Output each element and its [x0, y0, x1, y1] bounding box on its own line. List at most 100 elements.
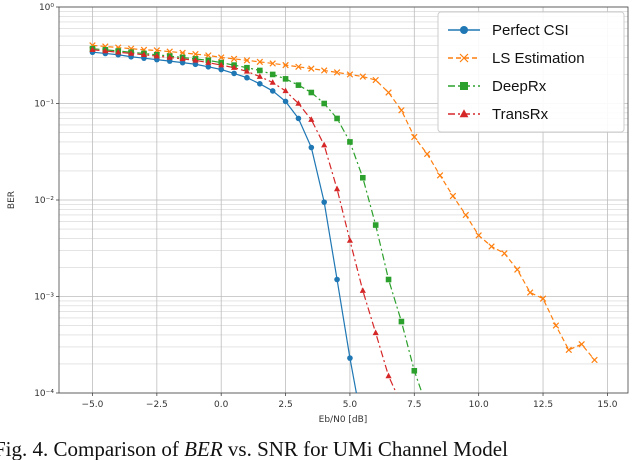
caption-part-c: vs. SNR for UMi Channel Model — [223, 437, 508, 460]
data-point-deeprx — [334, 115, 340, 122]
data-point-transrx — [372, 329, 379, 336]
data-point-ls-estimation — [539, 295, 547, 302]
data-point-ls-estimation — [591, 356, 598, 364]
data-point-transrx — [282, 87, 289, 94]
legend-marker-ls-estimation — [459, 53, 469, 63]
data-point-ls-estimation — [385, 89, 392, 96]
data-point-transrx — [308, 116, 315, 122]
data-point-ls-estimation — [423, 150, 431, 158]
data-point-ls-estimation — [295, 63, 302, 71]
data-point-transrx — [128, 50, 135, 56]
series-transrx — [89, 46, 397, 394]
data-point-ls-estimation — [333, 69, 341, 76]
x-axis-label: Eb/N0 [dB] — [319, 415, 368, 425]
legend-label-transrx: TransRx — [492, 106, 549, 123]
legend-marker-transrx — [459, 109, 469, 118]
data-point-perfect-csi — [269, 88, 276, 94]
data-point-ls-estimation — [514, 266, 521, 273]
data-point-ls-estimation — [346, 71, 354, 78]
y-tick-label: 10⁻¹ — [34, 100, 54, 110]
data-point-transrx — [179, 55, 186, 62]
data-point-perfect-csi — [308, 144, 315, 151]
x-tick-label: 15.0 — [597, 400, 617, 410]
figure-caption: Fig. 4. Comparison of BER vs. SNR for UM… — [0, 437, 508, 460]
data-point-transrx — [385, 372, 392, 379]
data-point-perfect-csi — [347, 355, 353, 361]
x-tick-label: −2.5 — [146, 400, 168, 410]
legend: Perfect CSI LS Estimation DeepRx TransRx — [437, 11, 625, 133]
data-point-transrx — [346, 237, 354, 243]
data-point-perfect-csi — [218, 66, 225, 73]
data-point-transrx — [140, 51, 148, 57]
data-point-perfect-csi — [166, 58, 173, 64]
data-point-ls-estimation — [205, 52, 212, 59]
data-point-ls-estimation — [269, 60, 276, 67]
data-point-deeprx — [411, 367, 418, 374]
series-line-ls-estimation — [92, 44, 595, 361]
caption-part-b: BER — [184, 437, 223, 460]
data-point-deeprx — [385, 276, 392, 283]
caption-part-a: Fig. 4. Comparison of — [0, 437, 184, 460]
data-point-perfect-csi — [192, 61, 199, 68]
x-tick-label: −5.0 — [82, 400, 104, 410]
data-point-deeprx — [282, 76, 289, 82]
data-point-deeprx — [269, 71, 276, 78]
data-point-ls-estimation — [359, 73, 367, 80]
x-tick-label: 0.0 — [214, 400, 229, 410]
data-point-ls-estimation — [192, 50, 199, 58]
data-point-ls-estimation — [436, 172, 444, 179]
series-line-perfect-csi — [92, 51, 357, 394]
series-line-deeprx — [92, 48, 423, 394]
data-point-perfect-csi — [295, 115, 302, 122]
data-point-ls-estimation — [217, 54, 225, 61]
x-tick-label: 7.5 — [407, 400, 421, 410]
data-point-transrx — [115, 48, 122, 55]
data-point-ls-estimation — [256, 58, 264, 66]
data-point-ls-estimation — [462, 211, 470, 219]
data-point-ls-estimation — [398, 107, 405, 114]
data-point-transrx — [256, 73, 263, 79]
data-point-transrx — [243, 68, 251, 74]
y-tick-label: 10⁻² — [34, 196, 54, 206]
data-point-perfect-csi — [205, 64, 212, 70]
y-tick-label: 10⁰ — [39, 3, 54, 13]
legend-marker-perfect-csi — [460, 26, 468, 34]
data-point-deeprx — [321, 100, 327, 107]
legend-marker-deeprx — [460, 82, 468, 90]
x-tick-label: 5.0 — [343, 400, 358, 410]
data-point-ls-estimation — [475, 232, 482, 239]
data-point-perfect-csi — [231, 70, 237, 77]
x-tick-label: 10.0 — [469, 400, 489, 410]
data-point-ls-estimation — [372, 76, 379, 84]
data-point-ls-estimation — [230, 55, 238, 63]
data-point-transrx — [89, 46, 96, 53]
legend-label-perfect-csi: Perfect CSI — [492, 22, 569, 39]
data-point-transrx — [102, 47, 109, 54]
series-ls-estimation — [89, 42, 598, 364]
legend-label-deeprx: DeepRx — [492, 78, 547, 95]
data-point-deeprx — [360, 174, 366, 181]
data-point-transrx — [153, 52, 160, 59]
data-point-transrx — [295, 100, 302, 106]
data-point-transrx — [359, 287, 366, 293]
tick-layer: 10⁰ 10⁻¹ 10⁻² 10⁻³ 10⁻⁴ −5.0 −2.5 0.0 2.5 5.0 7.5 1… — [34, 3, 618, 410]
data-point-ls-estimation — [578, 341, 585, 348]
data-point-perfect-csi — [321, 199, 327, 205]
data-point-ls-estimation — [243, 57, 251, 64]
data-point-transrx — [230, 64, 238, 70]
data-point-transrx — [166, 54, 173, 60]
data-point-perfect-csi — [334, 276, 340, 283]
data-point-perfect-csi — [179, 59, 186, 66]
data-point-deeprx — [347, 139, 353, 145]
series-deeprx — [89, 45, 423, 394]
data-point-transrx — [269, 79, 276, 85]
data-point-ls-estimation — [282, 61, 289, 69]
data-point-ls-estimation — [488, 243, 495, 250]
data-point-transrx — [205, 59, 212, 65]
data-point-perfect-csi — [282, 98, 289, 105]
data-point-ls-estimation — [526, 289, 534, 296]
data-point-perfect-csi — [244, 74, 250, 81]
data-point-transrx — [218, 61, 225, 68]
data-point-ls-estimation — [449, 192, 457, 200]
x-tick-label: 12.5 — [533, 400, 553, 410]
